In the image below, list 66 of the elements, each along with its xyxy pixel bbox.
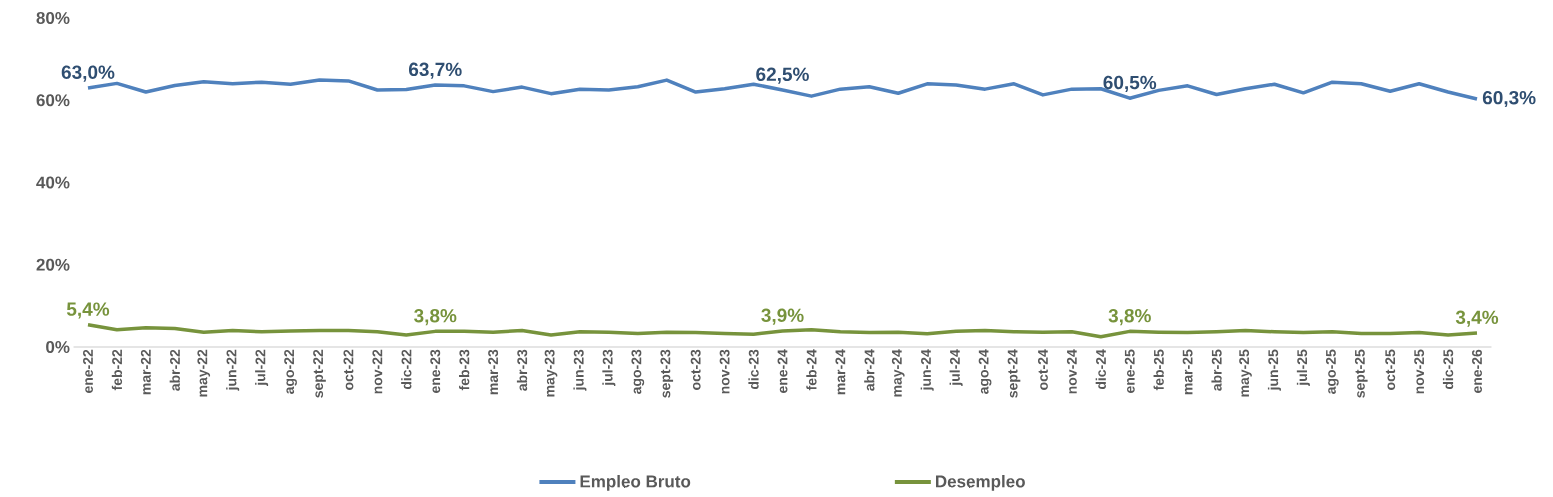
data-label: 3,8% (414, 308, 457, 326)
x-tick-label: mar-25 (1182, 349, 1193, 395)
x-tick-label: nov-24 (1066, 349, 1077, 394)
x-tick-label: oct-25 (1385, 349, 1396, 390)
data-label: 3,9% (761, 308, 804, 325)
y-tick-label: 40% (36, 176, 70, 189)
x-tick-label: may-22 (197, 349, 211, 397)
x-tick-label: ene-24 (777, 349, 788, 393)
y-tick-label: 20% (36, 258, 70, 271)
x-tick-label: mar-24 (835, 349, 846, 395)
x-tick-label: feb-24 (806, 349, 817, 391)
x-tick-label: mar-22 (140, 349, 151, 395)
x-tick-label: oct-24 (1037, 349, 1048, 390)
x-tick-label: abr-22 (169, 349, 180, 391)
x-tick-label: jul-25 (1296, 349, 1310, 386)
x-tick-label: nov-22 (372, 349, 383, 394)
x-tick-label: jun-25 (1267, 349, 1281, 391)
x-tick-label: ene-23 (430, 349, 441, 393)
y-tick-label: 80% (36, 11, 70, 25)
x-tick-label: jul-24 (949, 349, 963, 386)
x-tick-label: ago-25 (1325, 349, 1339, 394)
x-tick-label: may-24 (891, 349, 905, 397)
x-tick-label: sept-25 (1354, 349, 1368, 398)
x-tick-label: ago-22 (284, 349, 297, 394)
x-tick-label: sept-24 (1007, 349, 1021, 398)
x-tick-label: feb-25 (1153, 349, 1164, 391)
x-tick-label: jun-23 (573, 349, 587, 391)
x-tick-label: feb-23 (459, 349, 470, 391)
x-tick-label: nov-23 (719, 349, 730, 394)
x-tick-label: dic-23 (748, 349, 759, 390)
x-tick-label: abr-24 (864, 349, 875, 391)
data-label: 3,4% (1455, 310, 1499, 327)
data-label: 63,7% (408, 62, 462, 79)
data-label: 60,3% (1482, 90, 1536, 108)
y-tick-label: 0% (46, 340, 70, 354)
x-tick-label: dic-25 (1442, 349, 1454, 390)
x-tick-label: nov-25 (1414, 349, 1425, 394)
x-tick-label: sept-22 (313, 349, 326, 398)
x-tick-label: ene-25 (1124, 349, 1135, 393)
x-tick-label: jun-22 (226, 349, 240, 391)
data-label: 62,5% (756, 67, 809, 84)
x-tick-label: oct-22 (343, 349, 354, 390)
data-label: 60,5% (1103, 75, 1157, 92)
x-tick-label: jul-23 (602, 349, 616, 386)
x-tick-label: ago-23 (631, 349, 645, 394)
x-tick-label: abr-25 (1211, 349, 1222, 391)
x-tick-label: oct-23 (690, 349, 701, 390)
x-tick-label: sept-23 (660, 349, 674, 398)
y-tick-label: 60% (36, 94, 70, 107)
legend-label: Empleo Bruto (580, 474, 691, 491)
x-tick-label: may-23 (544, 349, 558, 397)
data-label: 5,4% (66, 302, 110, 319)
data-label: 63,0% (61, 65, 115, 82)
x-tick-label: ago-24 (978, 349, 992, 394)
x-tick-label: feb-22 (111, 349, 123, 391)
x-tick-label: dic-22 (401, 349, 412, 390)
data-label: 3,8% (1108, 308, 1151, 326)
x-tick-label: may-25 (1239, 349, 1252, 397)
x-tick-label: ene-26 (1472, 349, 1482, 393)
x-tick-label: jun-24 (920, 349, 934, 391)
x-tick-label: jul-22 (255, 349, 269, 386)
legend-label: Desempleo (936, 474, 1025, 491)
x-tick-label: dic-24 (1095, 349, 1106, 390)
x-tick-label: mar-23 (488, 349, 499, 395)
x-tick-label: ene-22 (83, 349, 93, 393)
x-tick-label: abr-23 (516, 349, 528, 391)
